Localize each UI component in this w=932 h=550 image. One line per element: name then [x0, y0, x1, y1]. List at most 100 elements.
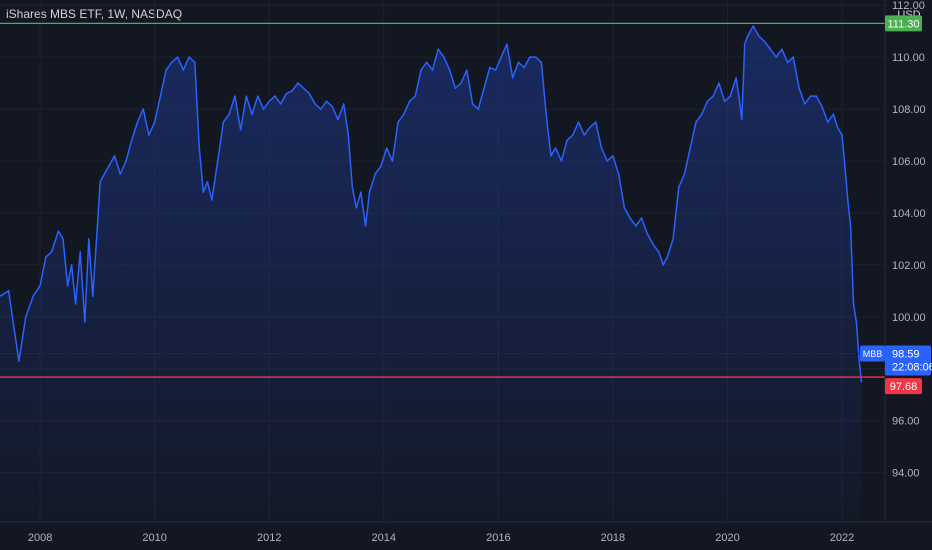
- data-point: [695, 121, 697, 123]
- data-point: [560, 160, 563, 162]
- data-point: [228, 113, 230, 116]
- y-tick-label: 110.00: [892, 52, 925, 64]
- data-point: [25, 316, 27, 318]
- data-point: [119, 173, 122, 175]
- data-point: [781, 48, 783, 51]
- data-point: [826, 121, 829, 123]
- data-point: [171, 61, 173, 64]
- data-point: [612, 155, 614, 157]
- data-point: [368, 191, 371, 193]
- y-tick-label: 102.00: [892, 260, 926, 272]
- data-point: [821, 105, 823, 108]
- data-point: [600, 147, 603, 149]
- data-point: [414, 95, 417, 97]
- data-point: [712, 95, 714, 97]
- resistance-tag-label: 111.30: [887, 18, 919, 30]
- data-point: [391, 160, 394, 162]
- data-point: [752, 25, 755, 27]
- data-point: [403, 113, 405, 116]
- data-point: [62, 238, 64, 240]
- data-point: [511, 77, 514, 79]
- data-point: [302, 87, 305, 90]
- data-point: [741, 118, 743, 121]
- data-point: [262, 108, 265, 110]
- data-point: [666, 256, 669, 258]
- chart-title: iShares MBS ETF, 1W, NASDAQ: [6, 7, 183, 21]
- data-point: [355, 207, 358, 209]
- data-point: [125, 160, 127, 162]
- data-point: [351, 186, 354, 188]
- data-point: [222, 121, 225, 123]
- data-point: [380, 165, 382, 167]
- price-tag-value: 98.59: [892, 348, 920, 360]
- data-point: [594, 121, 597, 123]
- data-point: [577, 121, 580, 123]
- data-point: [0, 295, 1, 297]
- data-point: [583, 134, 586, 136]
- data-point: [268, 100, 271, 103]
- data-point: [257, 95, 259, 97]
- data-point: [374, 173, 377, 175]
- price-area: [0, 25, 863, 522]
- data-point: [88, 238, 90, 240]
- data-point: [274, 95, 276, 97]
- y-tick-label: 104.00: [892, 208, 926, 220]
- data-point: [99, 181, 101, 183]
- data-point: [385, 147, 388, 149]
- time-axis[interactable]: 2008 2010 2012 2014 2016 2018 2020 2022: [28, 532, 854, 544]
- data-point: [858, 360, 860, 362]
- data-point: [700, 113, 703, 116]
- data-point: [84, 321, 86, 323]
- data-point: [198, 147, 201, 149]
- data-point: [454, 87, 457, 90]
- data-point: [420, 69, 422, 71]
- data-point: [92, 295, 94, 297]
- data-point: [786, 61, 789, 64]
- data-point: [211, 199, 213, 201]
- data-point: [7, 290, 10, 292]
- data-point: [852, 303, 855, 305]
- data-point: [308, 92, 311, 95]
- data-point: [534, 56, 537, 58]
- data-point: [337, 118, 339, 121]
- data-point: [529, 56, 531, 58]
- data-point: [57, 230, 60, 232]
- y-tick-label: 100.00: [892, 312, 926, 324]
- price-tag-countdown: 22:08:06: [892, 361, 932, 373]
- data-point: [483, 87, 485, 90]
- data-point: [142, 108, 144, 110]
- data-point: [689, 147, 691, 149]
- data-point: [589, 126, 591, 129]
- data-point: [758, 35, 760, 38]
- data-point: [617, 173, 620, 175]
- y-tick-label: 112.00: [892, 0, 925, 12]
- data-point: [494, 69, 497, 71]
- data-point: [849, 225, 852, 227]
- data-point: [194, 61, 196, 64]
- data-point: [836, 126, 839, 129]
- data-point: [729, 95, 732, 97]
- data-point: [550, 155, 552, 157]
- data-point: [364, 225, 367, 227]
- data-point: [855, 321, 858, 323]
- data-point: [798, 87, 800, 90]
- data-point: [735, 77, 737, 79]
- data-point: [847, 199, 849, 201]
- price-axis[interactable]: 94.0096.0098.00100.00102.00104.00106.001…: [892, 0, 926, 479]
- data-point: [397, 121, 399, 123]
- y-tick-label: 96.00: [892, 416, 920, 428]
- data-point: [718, 82, 720, 84]
- data-point: [130, 139, 133, 141]
- level-lines: [0, 22, 885, 378]
- data-point: [706, 100, 709, 103]
- data-point: [297, 82, 299, 84]
- data-point: [320, 108, 322, 110]
- data-point: [489, 66, 491, 69]
- data-point: [523, 66, 525, 69]
- data-point: [165, 69, 167, 71]
- data-point: [360, 191, 362, 193]
- data-point: [279, 103, 282, 105]
- data-point: [251, 113, 253, 116]
- data-point: [425, 61, 428, 64]
